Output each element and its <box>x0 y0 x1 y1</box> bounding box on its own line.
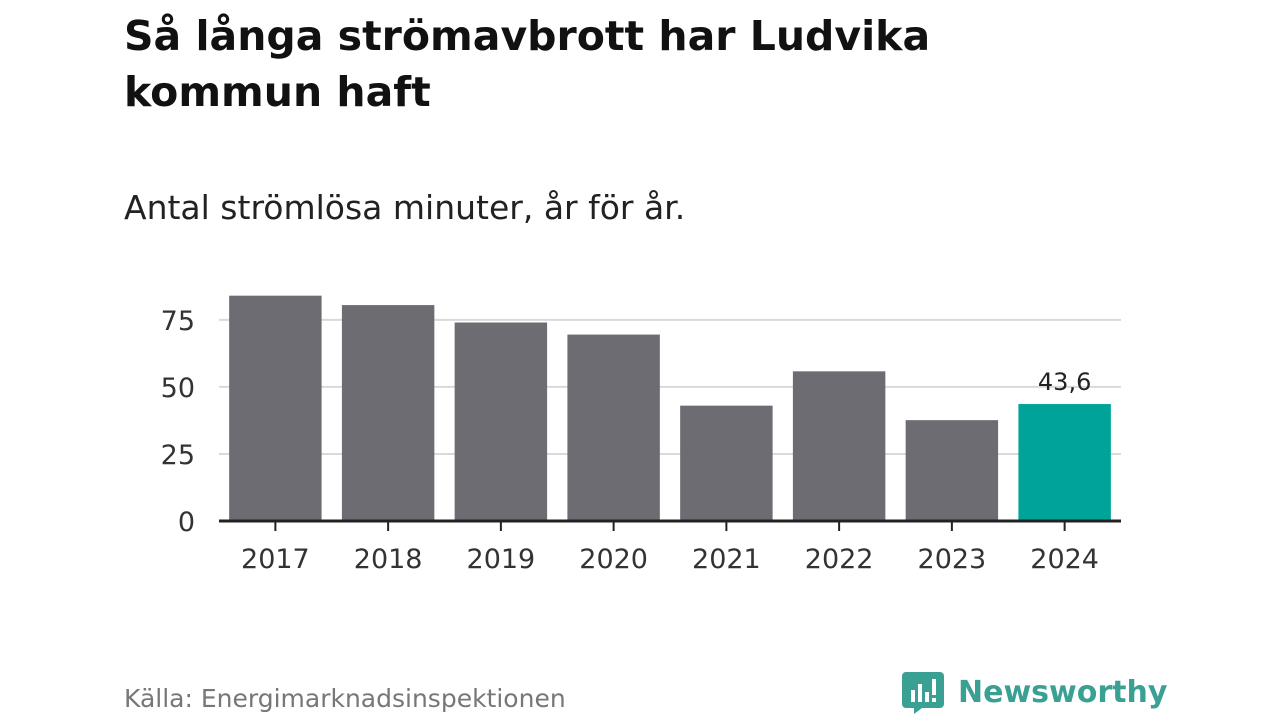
bar <box>680 405 773 521</box>
y-tick-label: 25 <box>161 440 195 471</box>
chart-title: Så långa strömavbrott har Ludvika kommun… <box>124 12 931 116</box>
brand-name: Newsworthy <box>958 674 1168 710</box>
x-tick-label: 2018 <box>354 544 423 575</box>
bar <box>567 334 660 521</box>
bar <box>792 371 886 521</box>
x-tick-label: 2019 <box>467 544 536 575</box>
newsworthy-logo-icon <box>902 672 944 714</box>
bar <box>905 420 999 521</box>
y-tick-label: 75 <box>161 306 195 337</box>
x-tick-label: 2022 <box>805 544 874 575</box>
source-note: Källa: Energimarknadsinspektionen <box>124 684 566 713</box>
x-axis <box>219 519 1121 531</box>
y-tick-label: 50 <box>161 373 195 404</box>
bar-chart: 0 25 50 75 43,6 2017 2018 2019 2020 2021 2022 202… <box>161 295 1121 575</box>
x-tick-label: 2020 <box>579 544 648 575</box>
data-label: 43,6 <box>1038 368 1091 396</box>
x-axis-ticks: 2017 2018 2019 2020 2021 2022 2023 2024 <box>241 544 1099 575</box>
x-tick-label: 2017 <box>241 544 310 575</box>
brand-logo: Newsworthy <box>902 670 1167 714</box>
data-labels: 43,6 <box>1038 368 1091 396</box>
chart-subtitle: Antal strömlösa minuter, år för år. <box>124 188 686 227</box>
x-tick-label: 2021 <box>692 544 761 575</box>
bars <box>229 295 1111 521</box>
x-tick-label: 2023 <box>918 544 987 575</box>
y-tick-label: 0 <box>178 507 195 538</box>
bar <box>454 322 548 521</box>
bar <box>229 295 322 521</box>
bar <box>341 305 435 521</box>
bar <box>1018 404 1111 521</box>
x-tick-label: 2024 <box>1030 544 1099 575</box>
y-axis-ticks: 0 25 50 75 <box>161 306 195 538</box>
